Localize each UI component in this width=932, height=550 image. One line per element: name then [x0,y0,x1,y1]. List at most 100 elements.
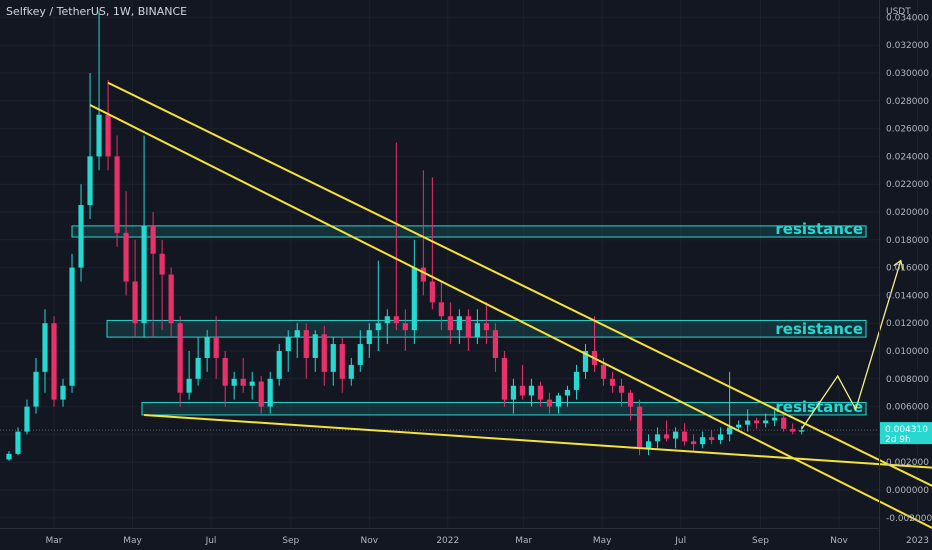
candle-body [294,330,300,338]
candle-down [150,212,156,338]
candle-down [321,325,327,386]
x-tick-label: Sep [282,536,299,546]
candle-body [150,225,156,254]
candle-body [96,114,102,157]
candle-up [411,239,417,345]
candle-down [627,389,634,421]
currency-label: USDT [886,7,911,17]
candle-up [510,378,517,414]
candle-down [51,316,57,407]
candle-down [483,302,490,345]
candle-body [456,316,462,331]
trendline [107,81,932,487]
candle-body [745,420,751,425]
candle-body [303,330,309,358]
price-tag-bg [880,422,932,445]
candle-body [618,385,625,393]
candle-body [645,441,652,449]
candle-up [699,431,706,449]
candle-up [96,10,102,171]
y-tick-label: 0.032000 [886,41,929,51]
candle-body [763,420,769,424]
candle-body [267,378,273,407]
candle-body [33,371,39,407]
candle-up [366,323,372,358]
candle-up [348,357,354,386]
candle-body [411,267,417,331]
candle-body [492,330,499,358]
candle-up [564,385,571,407]
candle-up [330,337,336,386]
x-tick-label: 2022 [436,536,459,546]
candle-body [60,385,66,400]
candle-body [339,344,345,379]
candle-up [24,399,30,435]
candle-down [429,177,435,310]
candle-body [249,381,255,386]
candle-down [258,376,264,414]
candle-up [285,330,291,372]
candle-body [519,385,526,396]
candle-body [69,267,75,386]
candle-down [609,371,616,393]
candle-body [654,434,661,442]
candle-body [15,431,21,454]
candle-down [790,423,796,435]
candle-up [69,253,75,393]
candle-down [681,423,688,446]
candle-up [231,371,237,400]
candle-body [402,323,408,331]
x-tick-label: May [123,536,142,546]
candle-down [393,142,399,331]
candle-up [672,427,679,449]
candle-up [528,378,535,407]
candle-body [438,302,444,317]
candle-body [285,337,291,351]
candle-body [627,392,634,407]
candle-body [123,232,129,282]
candle-body [754,420,760,424]
candle-body [663,434,670,439]
time-axis[interactable]: Mar May Jul Sep Nov 2022 Mar May Jul Sep Nov 2023 [46,536,929,546]
candle-up [42,309,48,393]
candle-body [42,323,48,372]
candle-up [204,330,210,372]
candle-body [727,427,733,435]
candle-down [177,316,183,407]
candle-body [258,381,264,407]
candle-body [159,253,165,275]
candle-down [492,323,499,372]
candle-down [168,267,174,338]
candle-body [636,406,643,449]
candle-up [474,309,480,345]
candle-up [745,409,751,432]
candle-body [420,267,426,282]
candle-body [195,357,201,379]
candle-up [186,351,192,400]
y-tick-label: 0.006000 [886,403,929,413]
candle-up [456,309,462,345]
candle-body [366,330,372,345]
candle-down [303,323,309,379]
candle-body [330,344,336,372]
x-tick-label: Nov [361,536,379,546]
candle-down [546,392,553,414]
candle-body [222,357,228,386]
candle-body [114,156,120,233]
y-tick-label: 0.020000 [886,208,929,218]
candle-body [501,357,508,400]
resistance-label: resistance [775,320,863,338]
candle-body [384,316,390,324]
candle-up [582,344,589,379]
candle-down [222,351,228,407]
candle-down [636,399,643,456]
candle-body [447,316,453,331]
candle-up [249,371,255,400]
candle-body [699,437,706,445]
x-tick-label: 2023 [906,536,929,546]
candle-down [709,430,715,445]
candle-body [213,337,219,358]
candle-down [123,191,129,296]
